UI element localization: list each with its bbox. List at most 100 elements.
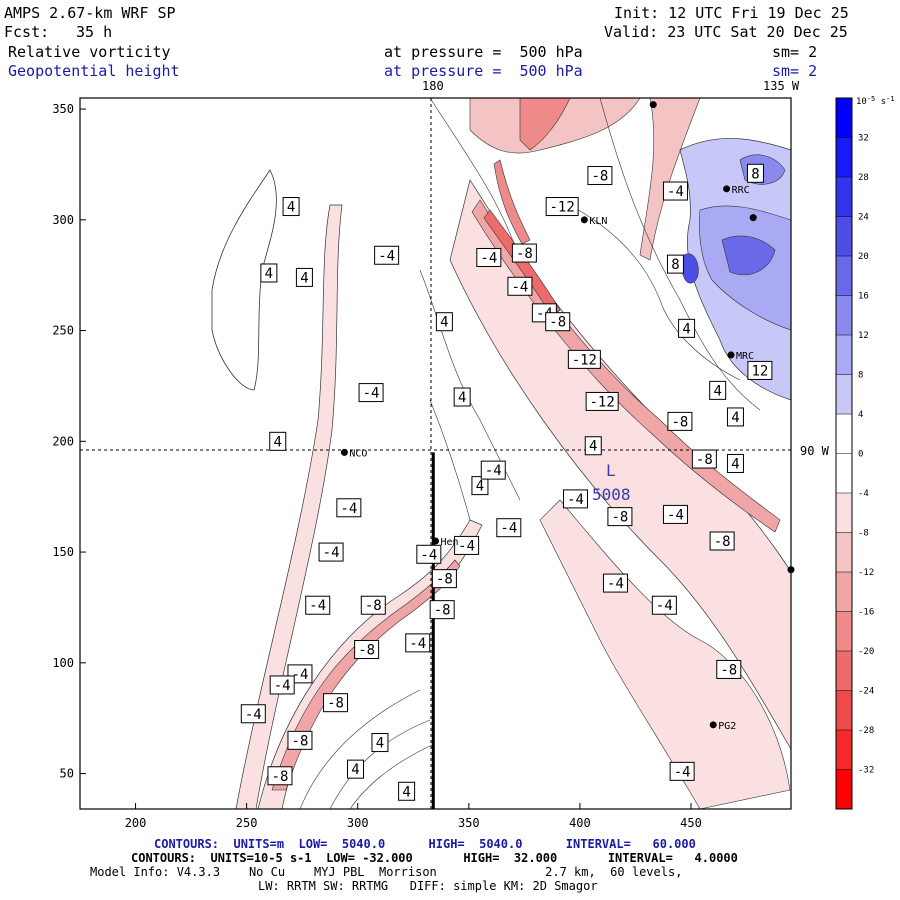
contour-label: 4 xyxy=(709,380,727,400)
svg-text:8: 8 xyxy=(671,257,679,273)
contour-label: -4 xyxy=(336,498,362,518)
svg-text:-4: -4 xyxy=(323,545,340,561)
y-tick-label: 100 xyxy=(52,656,74,670)
field2-smoothing: sm= 2 xyxy=(772,62,818,80)
svg-text:-8: -8 xyxy=(327,696,344,712)
contour-label: 4 xyxy=(282,197,300,217)
station-marker: KLN xyxy=(580,216,607,227)
contour-label: -8 xyxy=(716,659,742,679)
contour-label: -8 xyxy=(354,640,380,660)
contour-label: -8 xyxy=(511,243,537,263)
field2-level: at pressure = 500 hPa xyxy=(384,62,583,80)
lon-180-label: 180 xyxy=(422,79,444,93)
svg-text:-4: -4 xyxy=(420,547,437,563)
svg-text:-8: -8 xyxy=(358,643,375,659)
contour-label: -4 xyxy=(405,633,431,653)
contour-label: -12 xyxy=(545,197,579,217)
y-tick-label: 50 xyxy=(60,767,74,781)
x-tick-label: 200 xyxy=(125,816,147,830)
svg-text:-8: -8 xyxy=(516,246,533,262)
svg-text:-8: -8 xyxy=(292,733,309,749)
svg-text:-4: -4 xyxy=(500,521,517,537)
colorbar-tick-label: -24 xyxy=(858,687,874,697)
colorbar-tick-label: 4 xyxy=(858,410,863,420)
colorbar-swatch xyxy=(836,532,852,573)
svg-text:-8: -8 xyxy=(714,534,731,550)
colorbar-swatch xyxy=(836,335,852,375)
svg-text:4: 4 xyxy=(682,321,690,337)
vorticity-band xyxy=(639,98,701,261)
svg-text:4: 4 xyxy=(476,479,484,495)
model-info-physics: LW: RRTM SW: RRTMG DIFF: simple KM: 2D S… xyxy=(258,879,598,893)
stations: NCO Hen KLN RRC MRC PG2 xyxy=(340,101,795,732)
station-label: KLN xyxy=(589,216,607,227)
y-tick-label: 350 xyxy=(52,102,74,116)
init-time: Init: 12 UTC Fri 19 Dec 25 xyxy=(614,4,849,22)
svg-text:-4: -4 xyxy=(245,707,262,723)
contour-label: 4 xyxy=(435,312,453,332)
model-title: AMPS 2.67-km WRF SP xyxy=(4,4,176,22)
field2-name: Geopotential height xyxy=(8,62,180,80)
valid-time: Valid: 23 UTC Sat 20 Dec 25 xyxy=(604,23,848,41)
contour-labels: 44 44-4-4-4-4-4-4-4-4-8-8-8-8-8444-4-4-4-… xyxy=(240,163,773,801)
x-tick-label: 450 xyxy=(680,816,702,830)
svg-text:8: 8 xyxy=(751,166,759,182)
svg-text:-8: -8 xyxy=(434,603,451,619)
svg-text:-4: -4 xyxy=(667,184,684,200)
svg-text:4: 4 xyxy=(440,315,448,331)
colorbar-swatch xyxy=(836,256,852,296)
colorbar-tick-label: 32 xyxy=(858,134,869,144)
contour-label: 4 xyxy=(726,453,744,473)
svg-text:-4: -4 xyxy=(512,279,529,295)
contour-label: -4 xyxy=(507,276,533,296)
svg-text:-4: -4 xyxy=(667,507,684,523)
vorticity-contours-info: CONTOURS: UNITS=10-5 s-1 LOW= -32.000 HI… xyxy=(131,851,738,865)
low-symbol: L xyxy=(606,461,616,480)
contour-label: 4 xyxy=(471,476,489,496)
svg-text:-8: -8 xyxy=(696,452,713,468)
svg-text:-12: -12 xyxy=(572,352,597,368)
contour-label: -8 xyxy=(429,600,455,620)
svg-text:4: 4 xyxy=(731,410,739,426)
contour-label: 8 xyxy=(666,254,684,274)
model-info: Model Info: V4.3.3 No Cu MYJ PBL Morriso… xyxy=(90,865,683,879)
colorbar-tick-label: -32 xyxy=(858,766,874,776)
contour-label: 4 xyxy=(269,431,287,451)
contour-label: -8 xyxy=(267,766,293,786)
contour-label: -4 xyxy=(480,460,506,480)
y-axis: 50 100 150 200 250 300 350 xyxy=(52,102,86,781)
vorticity-band xyxy=(721,235,776,276)
colorbar-tick-label: 24 xyxy=(858,213,869,223)
contour-label: 4 xyxy=(453,387,471,407)
contour-label: 4 xyxy=(295,267,313,287)
x-tick-label: 400 xyxy=(569,816,591,830)
svg-text:-4: -4 xyxy=(340,501,357,517)
vorticity-band xyxy=(519,98,571,151)
colorbar-swatch xyxy=(836,216,852,257)
station-marker: NCO xyxy=(340,448,367,459)
colorbar-tick-label: 12 xyxy=(858,331,869,341)
contour-label: -4 xyxy=(318,542,344,562)
contour-label: -8 xyxy=(431,569,457,589)
colorbar-tick-label: -4 xyxy=(858,489,869,499)
colorbar-tick-label: -8 xyxy=(858,529,869,539)
contour-label: -4 xyxy=(669,761,695,781)
station-marker: RRC xyxy=(723,185,750,196)
contour-label: -4 xyxy=(496,518,522,538)
station-label: RRC xyxy=(732,185,750,196)
forecast-label: Fcst: xyxy=(4,23,50,41)
colorbar: 32 28 24 20 16 12 8 4 0 -4 -8 -12 -16 -20 -24 -28 -32 xyxy=(835,97,874,810)
x-axis: 200 250 300 350 400 450 xyxy=(125,803,702,830)
svg-text:-4: -4 xyxy=(363,386,380,402)
height-contours-info: CONTOURS: UNITS=m LOW= 5040.0 HIGH= 5040… xyxy=(154,837,696,851)
station-label: NCO xyxy=(349,448,367,459)
contour-label: 4 xyxy=(726,407,744,427)
svg-text:-4: -4 xyxy=(480,250,497,266)
colorbar-tick-label: 20 xyxy=(858,252,869,262)
svg-text:-8: -8 xyxy=(611,510,628,526)
contour-label: -8 xyxy=(667,411,693,431)
svg-text:4: 4 xyxy=(300,270,308,286)
colorbar-tick-label: 16 xyxy=(858,292,869,302)
svg-text:-4: -4 xyxy=(485,463,502,479)
lon-90w-label: 90 W xyxy=(800,444,830,458)
